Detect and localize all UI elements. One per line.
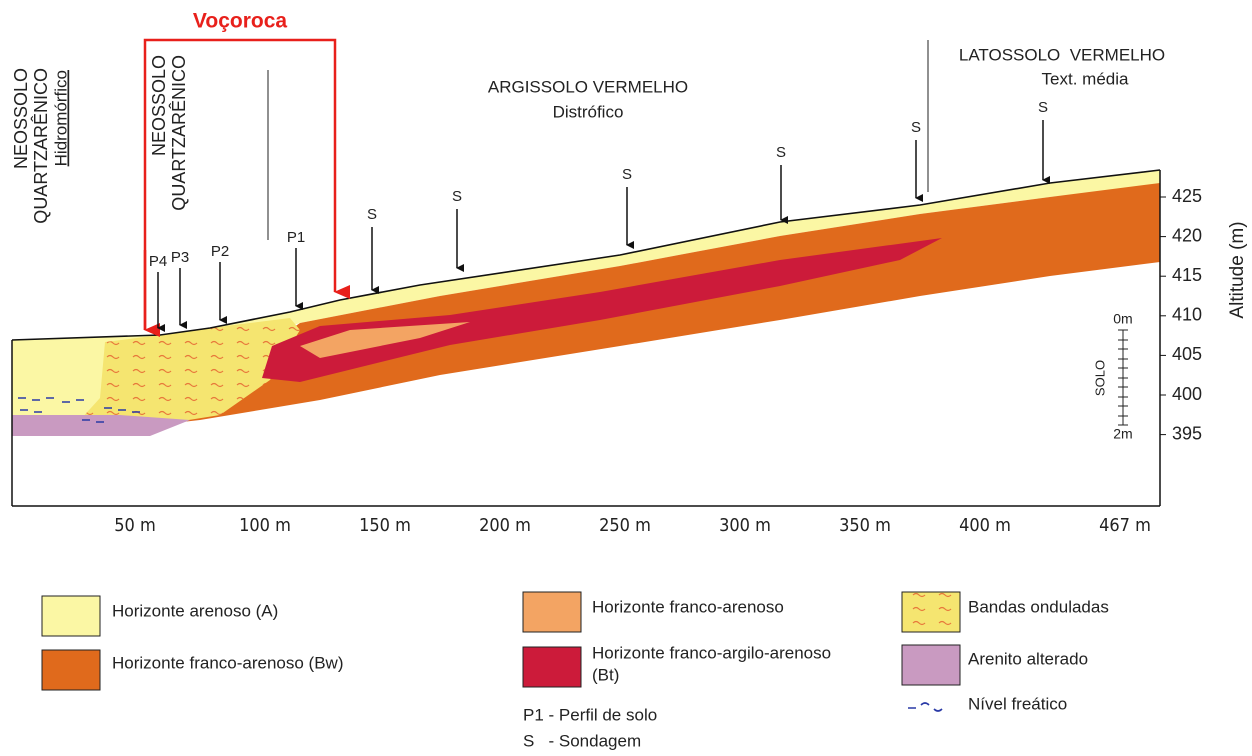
soil-unit: ARGISSOLO VERMELHO — [488, 77, 688, 96]
sounding-label: S — [452, 188, 462, 205]
y-tick-label: 405 — [1172, 344, 1202, 364]
y-tick-label: 425 — [1172, 186, 1202, 206]
arenito — [12, 415, 190, 436]
y-tick-label: 420 — [1172, 225, 1202, 245]
legend-label: P1 - Perfil de solo — [523, 705, 657, 724]
scale-label: 0m — [1113, 311, 1132, 327]
legend-swatch — [42, 650, 100, 690]
y-tick-label: 395 — [1172, 423, 1202, 443]
legend-label: S - Sondagem — [523, 731, 641, 750]
soil-unit: NEOSSOLO — [11, 68, 31, 169]
x-tick-label: 100 m — [239, 515, 291, 536]
sounding-label: S — [367, 206, 377, 223]
gully-title: Voçoroca — [193, 10, 287, 33]
profile-label: P4 — [149, 253, 167, 270]
x-tick-label: 350 m — [839, 515, 891, 536]
sounding-label: S — [911, 119, 921, 136]
sounding-label: S — [1038, 99, 1048, 116]
scale-label: 2m — [1113, 426, 1132, 442]
page: {"title": "Voçoroca", "soil_units": [ {"… — [0, 0, 1252, 756]
x-tick-label: 400 m — [959, 515, 1011, 536]
legend-label: Nível freático — [968, 694, 1067, 713]
x-tick-label: 250 m — [599, 515, 651, 536]
legend-swatch — [902, 645, 960, 685]
sounding-label: S — [622, 166, 632, 183]
legend-swatch — [42, 596, 100, 636]
body: VoçorocaNEOSSOLOQUARTZARÊNICOHidromórfic… — [0, 0, 1252, 756]
scale-label: SOLO — [1092, 360, 1107, 396]
legend-label: Horizonte franco-arenoso (Bw) — [112, 653, 343, 672]
legend-swatch — [902, 592, 960, 632]
soil-unit: LATOSSOLO VERMELHO — [959, 45, 1165, 64]
soil-unit: Distrófico — [553, 102, 624, 121]
sounding-label: S — [776, 144, 786, 161]
soil-unit: Text. média — [1042, 69, 1129, 88]
y-tick-label: 400 — [1172, 384, 1202, 404]
diagram: VoçorocaNEOSSOLOQUARTZARÊNICOHidromórfic… — [0, 0, 1252, 756]
soil-unit: Hidromórfico — [51, 70, 70, 166]
legend-swatch — [523, 647, 581, 687]
legend-water — [908, 703, 942, 711]
soil-unit: QUARTZARÊNICO — [31, 68, 51, 224]
profile-label: P3 — [171, 249, 189, 266]
legend-label: Horizonte arenoso (A) — [112, 601, 278, 620]
legend-label: Horizonte franco-argilo-arenoso — [592, 643, 831, 662]
soil-unit: NEOSSOLO — [149, 55, 169, 156]
legend-swatch — [523, 592, 581, 632]
y-tick-label: 415 — [1172, 265, 1202, 285]
x-tick-label: 300 m — [719, 515, 771, 536]
x-tick-label: 200 m — [479, 515, 531, 536]
y-tick-label: 410 — [1172, 305, 1202, 325]
y-axis-label: Altitude (m) — [1227, 221, 1248, 318]
profile-label: P2 — [211, 243, 229, 260]
x-tick-label: 50 m — [114, 515, 156, 536]
legend-label: Arenito alterado — [968, 649, 1088, 668]
legend-label: Bandas onduladas — [968, 597, 1109, 616]
legend-label: Horizonte franco-arenoso — [592, 597, 784, 616]
soil-unit: QUARTZARÊNICO — [169, 55, 189, 211]
x-tick-label: 150 m — [359, 515, 411, 536]
legend-label: (Bt) — [592, 665, 619, 684]
profile-label: P1 — [287, 229, 305, 246]
x-tick-label: 467 m — [1099, 515, 1151, 536]
